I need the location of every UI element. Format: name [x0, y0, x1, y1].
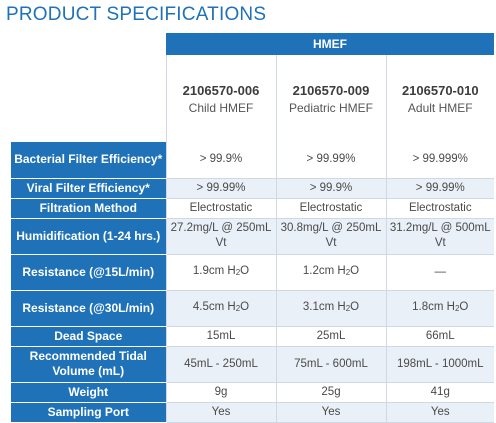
table-row: Resistance (@30L/min) 4.5cm H2O 3.1cm H2O 1… — [11, 290, 495, 327]
table-cell: 75mL - 600mL — [275, 346, 386, 383]
model-code: 2106570-006 — [182, 82, 260, 98]
model-name: Pediatric HMEF — [288, 100, 374, 115]
table-cell: 15mL — [165, 326, 276, 347]
table-cell: 41g — [385, 382, 495, 403]
row-label: Resistance (@15L/min) — [11, 254, 166, 291]
group-header-row: HMEF — [11, 33, 495, 55]
model-header-row: 2106570-006 Child HMEF 2106570-009 Pedia… — [11, 55, 495, 142]
table-cell: > 99.99% — [275, 142, 386, 179]
table-cell: 30.8mg/L @ 250mL Vt — [275, 218, 386, 255]
table-row: Recommended Tidal Volume (mL) 45mL - 250m… — [11, 346, 495, 383]
spec-table: HMEF 2106570-006 Child HMEF 2106570-009 … — [11, 33, 495, 423]
group-header: HMEF — [166, 33, 495, 55]
row-label: Sampling Port — [11, 402, 166, 423]
table-cell: 4.5cm H2O — [165, 290, 276, 327]
row-label: Bacterial Filter Efficiency* — [11, 142, 166, 179]
table-cell: 3.1cm H2O — [275, 290, 386, 327]
row-label: Weight — [11, 382, 166, 403]
table-cell: 45mL - 250mL — [165, 346, 276, 383]
table-cell: 31.2mg/L @ 500mL Vt — [385, 218, 495, 255]
row-label: Recommended Tidal Volume (mL) — [11, 346, 166, 383]
table-cell: Electrostatic — [165, 198, 276, 219]
table-cell: 9g — [165, 382, 276, 403]
table-cell: > 99.99% — [385, 178, 495, 199]
row-label: Dead Space — [11, 326, 166, 347]
table-corner — [11, 33, 166, 55]
row-label: Humidification (1-24 hrs.) — [11, 218, 166, 255]
model-name: Adult HMEF — [407, 100, 473, 115]
table-cell: 25g — [275, 382, 386, 403]
table-cell: 27.2mg/L @ 250mL Vt — [165, 218, 276, 255]
spec-rows: Bacterial Filter Efficiency* > 99.9% > 99.… — [11, 142, 495, 423]
table-cell: Yes — [275, 402, 386, 423]
model-code: 2106570-010 — [401, 82, 479, 98]
table-cell: > 99.9% — [165, 142, 276, 179]
table-cell: 1.8cm H2O — [385, 290, 495, 327]
table-row: Sampling Port Yes Yes Yes — [11, 402, 495, 423]
table-cell: 25mL — [275, 326, 386, 347]
table-cell: > 99.9% — [275, 178, 386, 199]
row-label: Filtration Method — [11, 198, 166, 219]
table-row: Weight 9g 25g 41g — [11, 382, 495, 403]
table-cell: 1.9cm H2O — [165, 254, 276, 291]
table-row: Viral Filter Efficiency* > 99.99% > 99.9% >… — [11, 178, 495, 199]
table-row: Bacterial Filter Efficiency* > 99.9% > 99.… — [11, 142, 495, 179]
table-corner — [11, 55, 166, 142]
page-title: PRODUCT SPECIFICATIONS — [6, 4, 267, 25]
table-cell: 66mL — [385, 326, 495, 347]
table-row: Resistance (@15L/min) 1.9cm H2O 1.2cm H2O — — [11, 254, 495, 291]
row-label: Resistance (@30L/min) — [11, 290, 166, 327]
model-header: 2106570-009 Pediatric HMEF — [275, 55, 386, 142]
table-cell: — — [385, 254, 495, 291]
table-cell: > 99.999% — [385, 142, 495, 179]
table-cell: 1.2cm H2O — [275, 254, 386, 291]
table-cell: Yes — [385, 402, 495, 423]
model-name: Child HMEF — [188, 100, 254, 115]
table-cell: Electrostatic — [385, 198, 495, 219]
table-row: Dead Space 15mL 25mL 66mL — [11, 326, 495, 347]
model-header: 2106570-006 Child HMEF — [165, 55, 276, 142]
table-cell: Yes — [165, 402, 276, 423]
table-row: Filtration Method Electrostatic Electrosta… — [11, 198, 495, 219]
table-cell: 198mL - 1000mL — [385, 346, 495, 383]
table-cell: > 99.99% — [165, 178, 276, 199]
model-header: 2106570-010 Adult HMEF — [385, 55, 495, 142]
row-label: Viral Filter Efficiency* — [11, 178, 166, 199]
table-row: Humidification (1-24 hrs.) 27.2mg/L @ 250… — [11, 218, 495, 255]
model-code: 2106570-009 — [292, 82, 370, 98]
table-cell: Electrostatic — [275, 198, 386, 219]
